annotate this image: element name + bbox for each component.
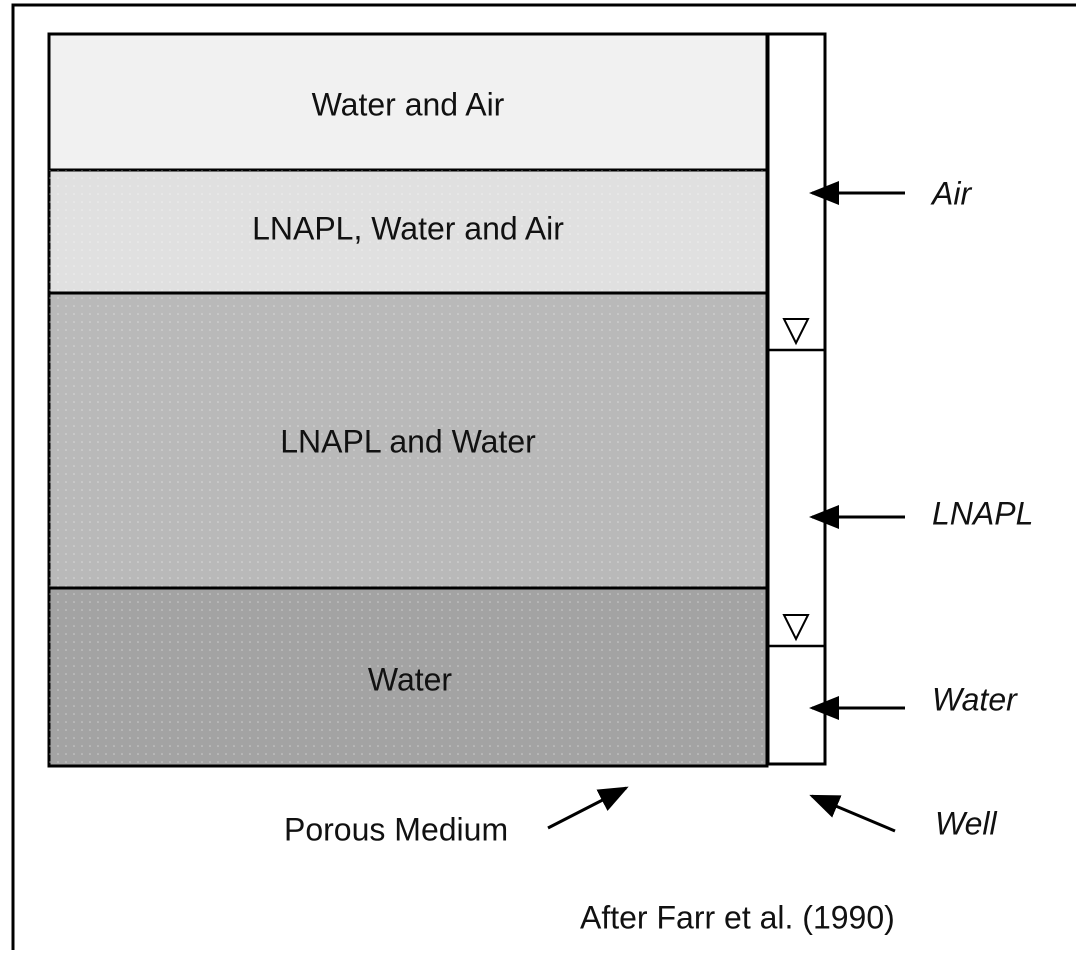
- arrow: [547, 786, 629, 830]
- well: [766, 32, 827, 766]
- texture: [49, 170, 767, 293]
- pointer-label: Porous Medium: [284, 811, 508, 847]
- layer-label: Water: [368, 661, 453, 697]
- texture: [49, 293, 767, 588]
- layer: [47, 32, 769, 172]
- layer-label: Water and Air: [312, 86, 505, 122]
- well-label: Water: [932, 681, 1018, 717]
- layer-label: LNAPL, Water and Air: [252, 210, 564, 246]
- arrows: [547, 181, 905, 833]
- texture: [49, 588, 767, 766]
- well-label: LNAPL: [932, 495, 1033, 531]
- layers: [47, 32, 769, 768]
- level-symbol: [782, 614, 810, 642]
- source-note: After Farr et al. (1990): [580, 899, 895, 935]
- pointer-label: Well: [935, 805, 998, 841]
- level-symbol: [782, 318, 810, 346]
- arrow: [809, 794, 896, 833]
- well-label: Air: [930, 175, 972, 211]
- layer-label: LNAPL and Water: [280, 423, 536, 459]
- frame: [11, 3, 1076, 955]
